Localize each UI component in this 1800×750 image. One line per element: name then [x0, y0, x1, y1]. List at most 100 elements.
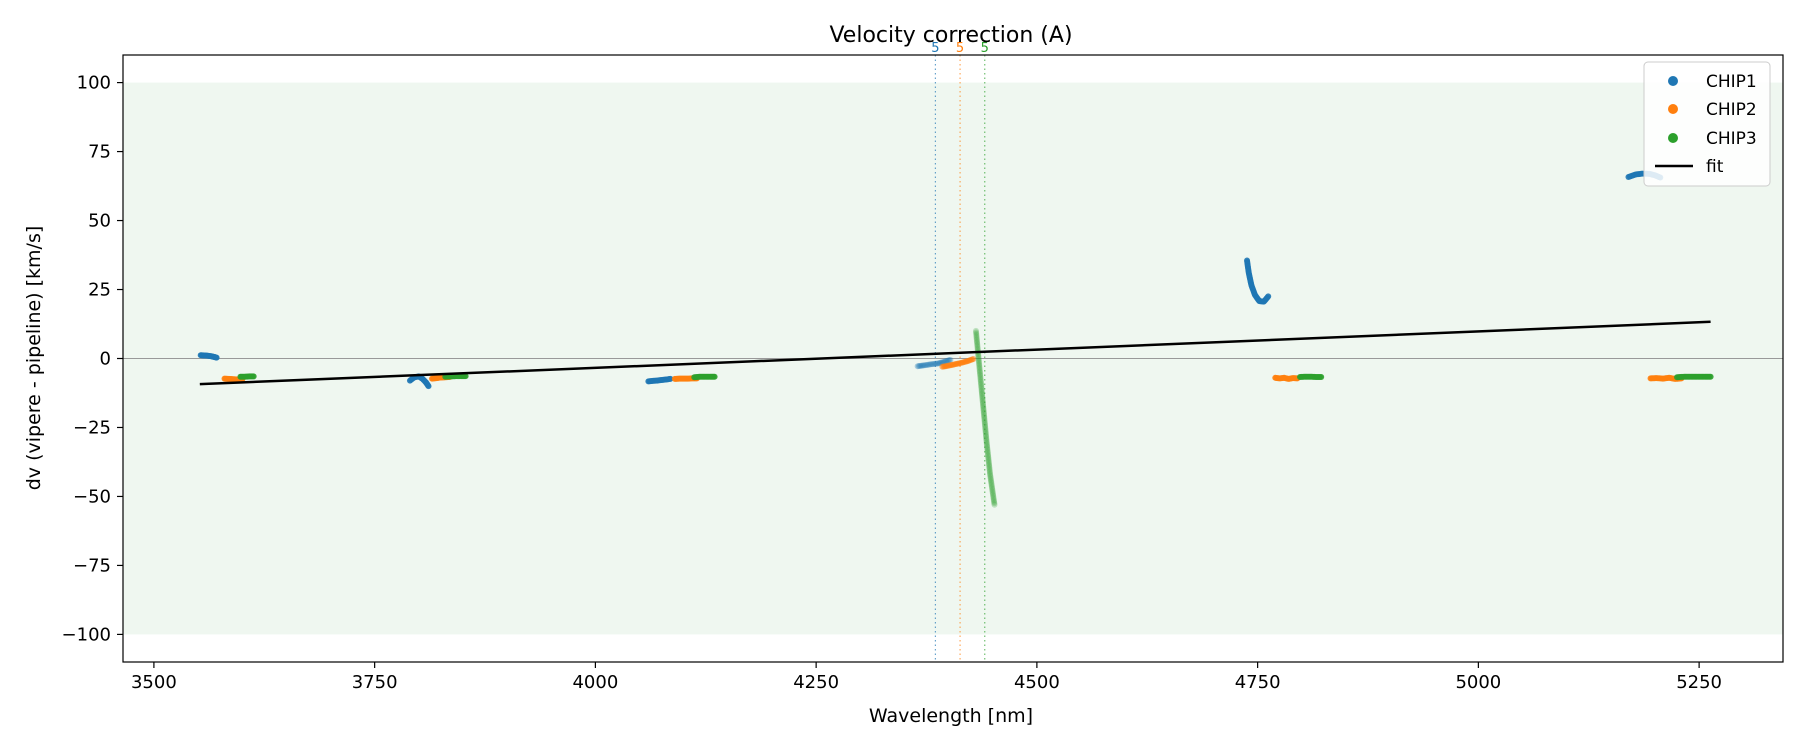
y-tick-label: −75: [73, 555, 111, 576]
legend-marker-chip3: [1668, 133, 1678, 143]
data-point: [978, 381, 985, 388]
legend-marker-chip1: [1668, 76, 1678, 86]
data-point: [972, 327, 979, 334]
order-label-2: 5: [956, 41, 964, 56]
data-point: [932, 360, 939, 367]
data-point: [990, 491, 997, 498]
data-point: [929, 361, 936, 368]
series-chip1-segment-1: [197, 352, 220, 361]
data-point: [946, 357, 953, 364]
data-point: [987, 477, 994, 484]
data-point: [923, 361, 930, 368]
legend-label-chip2: CHIP2: [1706, 100, 1757, 120]
data-point: [977, 380, 984, 387]
data-point: [989, 485, 996, 492]
data-point: [984, 451, 991, 458]
data-point: [919, 362, 926, 369]
data-point: [981, 420, 988, 427]
x-tick-label: 4000: [572, 672, 618, 693]
data-point: [984, 449, 991, 456]
data-point: [667, 375, 674, 382]
series-chip2-segment-4: [939, 356, 977, 370]
data-point: [974, 345, 981, 352]
data-point: [987, 474, 994, 481]
data-point: [978, 386, 985, 392]
data-point: [915, 363, 922, 370]
data-point: [985, 456, 992, 463]
data-point: [982, 429, 989, 436]
data-point: [987, 471, 994, 478]
x-tick-label: 5000: [1455, 672, 1501, 693]
data-point: [973, 329, 980, 336]
data-point: [988, 480, 995, 487]
data-point: [985, 458, 992, 465]
data-point: [462, 373, 469, 380]
data-point: [984, 442, 991, 449]
y-tick-label: 25: [88, 280, 111, 301]
data-point: [978, 383, 985, 390]
data-point: [986, 462, 993, 469]
order-label-1: 5: [931, 41, 939, 56]
data-point: [988, 482, 995, 489]
data-point: [973, 335, 980, 342]
plot-area: [123, 55, 1783, 662]
data-point: [986, 465, 993, 472]
data-point: [976, 367, 983, 374]
y-tick-label: 75: [88, 142, 111, 163]
data-point: [977, 374, 984, 381]
data-point: [979, 394, 986, 401]
data-point: [979, 396, 986, 403]
data-point: [990, 495, 997, 502]
data-point: [988, 484, 995, 491]
x-tick-label: 3750: [352, 672, 398, 693]
x-tick-label: 4750: [1235, 672, 1281, 693]
data-point: [979, 397, 986, 404]
data-point: [930, 360, 937, 367]
data-point: [213, 354, 220, 361]
data-point: [979, 391, 986, 398]
legend-marker-chip2: [1668, 104, 1678, 114]
data-point: [990, 494, 997, 501]
legend-box: [1643, 61, 1771, 187]
order-label-3: 5: [981, 41, 989, 56]
data-point: [991, 501, 998, 508]
x-tick-label: 4250: [793, 672, 839, 693]
data-point: [974, 339, 981, 346]
data-point: [975, 356, 982, 363]
data-point: [987, 472, 994, 479]
data-point: [917, 362, 924, 369]
series-chip1-segment-2: [406, 373, 432, 390]
order-labels: 5 5 5: [931, 41, 989, 56]
x-tick-label: 5250: [1676, 672, 1722, 693]
data-point: [991, 498, 998, 505]
data-point: [982, 425, 989, 432]
data-point: [981, 413, 988, 420]
data-point: [984, 446, 991, 453]
data-point: [933, 360, 940, 367]
data-point: [918, 362, 925, 369]
data-point: [973, 333, 980, 340]
data-point: [425, 383, 432, 390]
data-point: [927, 361, 934, 368]
data-point: [974, 340, 981, 347]
data-point: [983, 432, 989, 439]
data-point: [981, 419, 988, 426]
data-point: [977, 375, 984, 382]
data-point: [983, 438, 990, 445]
data-point: [973, 330, 980, 337]
data-point: [977, 372, 984, 379]
data-point: [250, 373, 257, 380]
data-point: [980, 409, 987, 416]
data-point: [975, 355, 982, 362]
y-tick-label: −25: [73, 417, 111, 438]
data-point: [970, 356, 977, 363]
data-point: [980, 407, 987, 414]
x-tick-label: 4500: [1014, 672, 1060, 693]
data-point: [991, 500, 998, 507]
data-point: [977, 378, 984, 385]
y-tick-label: −100: [62, 624, 111, 645]
legend-label-chip3: CHIP3: [1706, 129, 1757, 149]
legend-label-chip1: CHIP1: [1706, 72, 1757, 92]
series-chip3-segment-3: [691, 373, 718, 381]
data-point: [988, 478, 995, 485]
